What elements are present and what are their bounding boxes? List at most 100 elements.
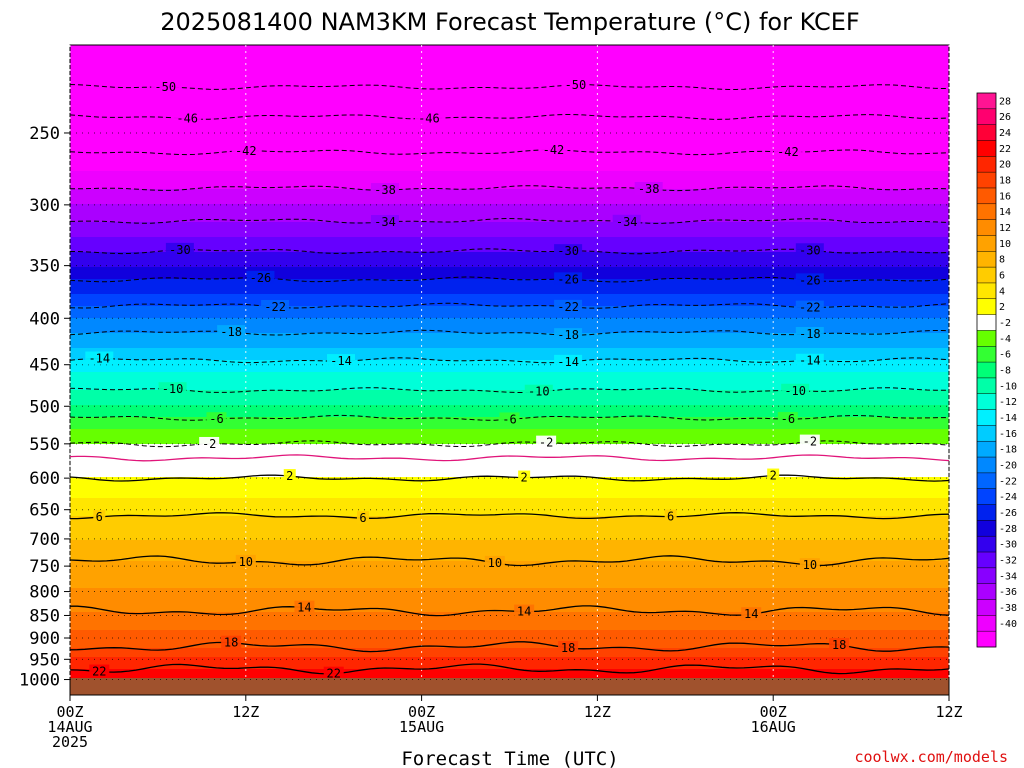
temperature-band bbox=[70, 522, 949, 526]
colorbar-label: 12 bbox=[999, 223, 1011, 234]
temperature-band bbox=[70, 669, 949, 673]
temperature-band bbox=[70, 144, 949, 148]
x-tick-label: 2025 bbox=[52, 733, 88, 751]
colorbar-swatch bbox=[977, 520, 996, 537]
colorbar-swatch bbox=[977, 536, 996, 553]
contour-label-bg bbox=[741, 607, 762, 621]
contour-label-bg bbox=[795, 326, 824, 340]
colorbar-label: 20 bbox=[999, 160, 1011, 171]
temperature-band bbox=[70, 150, 949, 154]
temperature-band bbox=[70, 672, 949, 676]
contour-label: -42 bbox=[543, 143, 565, 157]
contour-label-bg bbox=[781, 383, 810, 397]
temperature-band bbox=[70, 546, 949, 550]
temperature-band bbox=[70, 81, 949, 85]
y-tick-label: 500 bbox=[29, 397, 60, 417]
temperature-band bbox=[70, 321, 949, 325]
temperature-band bbox=[70, 63, 949, 67]
colorbar-swatch bbox=[977, 330, 996, 347]
contour-label-bg bbox=[235, 554, 256, 568]
temperature-band bbox=[70, 225, 949, 229]
y-tick-label: 450 bbox=[29, 356, 60, 376]
temperature-band bbox=[70, 636, 949, 640]
temperature-band bbox=[70, 90, 949, 94]
contour-line--22 bbox=[70, 302, 949, 309]
temperature-band bbox=[70, 201, 949, 205]
contour-label-bg bbox=[93, 510, 106, 524]
contour-label-bg bbox=[524, 384, 553, 398]
temperature-band bbox=[70, 198, 949, 202]
contour-line--46 bbox=[70, 113, 949, 120]
temperature-band bbox=[70, 501, 949, 505]
temperature-band bbox=[70, 318, 949, 322]
contour-label-bg bbox=[327, 354, 356, 368]
temperature-band bbox=[70, 288, 949, 292]
contour-label: -46 bbox=[418, 112, 440, 126]
colorbar-swatch bbox=[977, 282, 996, 300]
contour-label: -30 bbox=[557, 244, 579, 258]
contour-label: -2 bbox=[202, 437, 216, 451]
temperature-band bbox=[70, 507, 949, 511]
temperature-band bbox=[70, 132, 949, 136]
temperature-band bbox=[70, 267, 949, 271]
temperature-band bbox=[70, 381, 949, 385]
colorbar-label: -2 bbox=[999, 318, 1011, 329]
temperature-band bbox=[70, 213, 949, 217]
contour-label: -2 bbox=[803, 435, 817, 449]
temperature-band bbox=[70, 537, 949, 541]
temperature-band bbox=[70, 276, 949, 280]
temperature-band bbox=[70, 69, 949, 73]
colorbar-label: -10 bbox=[999, 381, 1017, 392]
contour-label-bg bbox=[357, 511, 369, 525]
temperature-band bbox=[70, 327, 949, 331]
temperature-band bbox=[70, 552, 949, 556]
contour-label: 14 bbox=[744, 607, 758, 621]
temperature-band bbox=[70, 534, 949, 538]
temperature-band bbox=[70, 240, 949, 244]
chart-title: 2025081400 NAM3KM Forecast Temperature (… bbox=[160, 8, 859, 36]
colorbar-swatch bbox=[977, 599, 996, 616]
contour-label-bg bbox=[261, 299, 290, 313]
temperature-band bbox=[70, 642, 949, 646]
x-tick-label: 12Z bbox=[232, 703, 259, 721]
colorbar-frame bbox=[976, 92, 997, 648]
temperature-band bbox=[70, 309, 949, 313]
temperature-band bbox=[70, 72, 949, 76]
contour-label-bg bbox=[414, 111, 443, 125]
contour-line--34 bbox=[70, 217, 949, 224]
y-tick-label: 950 bbox=[29, 650, 60, 670]
contour-label-bg bbox=[514, 604, 535, 618]
contour-label: -6 bbox=[781, 412, 795, 426]
temperature-band bbox=[70, 435, 949, 439]
contour-line--18 bbox=[70, 329, 949, 336]
temperature-band bbox=[70, 165, 949, 169]
temperature-band bbox=[70, 372, 949, 376]
temperature-band bbox=[70, 456, 949, 460]
colorbar-label: -20 bbox=[999, 460, 1017, 471]
temperature-band bbox=[70, 123, 949, 127]
temperature-band bbox=[70, 516, 949, 520]
x-tick-label: 12Z bbox=[584, 703, 611, 721]
temperature-band bbox=[70, 387, 949, 391]
contour-label-bg bbox=[777, 412, 798, 426]
contour-label: 6 bbox=[667, 510, 674, 524]
temperature-band bbox=[70, 603, 949, 607]
contour-label-bg bbox=[294, 600, 315, 614]
temperature-band bbox=[70, 402, 949, 406]
temperature-band bbox=[70, 168, 949, 172]
colorbar-legend: 28 26 24 22 20 18 16 14 12 10 8 6 4 2 -2 -4 -6 -8 -10 -12 -1… bbox=[976, 92, 1017, 648]
temperature-band bbox=[70, 45, 949, 49]
colorbar-label: 2 bbox=[999, 302, 1005, 313]
contour-label: -50 bbox=[565, 78, 587, 92]
colorbar-swatch bbox=[977, 615, 996, 632]
colorbar-swatch bbox=[977, 314, 996, 331]
temperature-band bbox=[70, 363, 949, 367]
temperature-band bbox=[70, 156, 949, 160]
contour-label: -34 bbox=[374, 215, 396, 229]
temperature-band bbox=[70, 204, 949, 208]
contour-label: -26 bbox=[557, 272, 579, 286]
contour-label: 18 bbox=[832, 638, 846, 652]
y-tick-label: 250 bbox=[29, 124, 60, 144]
colorbar-swatch bbox=[977, 362, 996, 379]
